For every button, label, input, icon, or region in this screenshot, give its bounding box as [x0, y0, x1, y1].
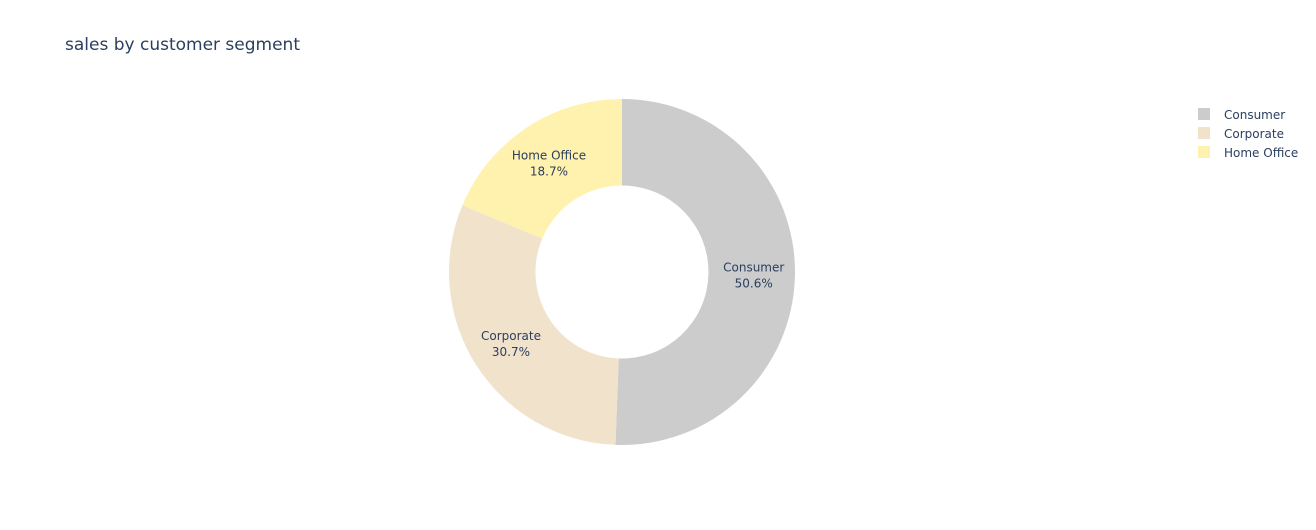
- chart-title: sales by customer segment: [65, 35, 300, 55]
- legend-item-corporate[interactable]: Corporate: [1198, 127, 1284, 141]
- slice-label-name: Corporate: [481, 329, 541, 343]
- donut-slice-labels: Consumer 50.6% Corporate 30.7% Home Office 18…: [481, 148, 784, 359]
- slice-label-corporate: Corporate 30.7%: [481, 329, 541, 359]
- legend-label: Consumer: [1224, 108, 1285, 122]
- legend-swatch: [1198, 127, 1210, 139]
- slice-label-name: Consumer: [723, 260, 784, 274]
- slice-label-percent: 50.6%: [735, 276, 773, 290]
- legend-swatch: [1198, 108, 1210, 120]
- donut-slice-home-office[interactable]: [462, 99, 622, 239]
- legend-label: Corporate: [1224, 127, 1284, 141]
- slice-label-home-office: Home Office 18.7%: [512, 148, 586, 178]
- donut-slice-corporate[interactable]: [449, 205, 619, 445]
- legend-swatch: [1198, 146, 1210, 158]
- legend-item-consumer[interactable]: Consumer: [1198, 108, 1285, 122]
- donut-slices: [449, 99, 796, 445]
- slice-label-percent: 30.7%: [492, 345, 530, 359]
- slice-label-consumer: Consumer 50.6%: [723, 260, 784, 290]
- slice-label-percent: 18.7%: [530, 164, 568, 178]
- legend-label: Home Office: [1224, 146, 1298, 160]
- donut-slice-consumer[interactable]: [615, 99, 796, 445]
- legend: Consumer Corporate Home Office: [1198, 108, 1298, 160]
- slice-label-name: Home Office: [512, 148, 586, 162]
- legend-item-home-office[interactable]: Home Office: [1198, 146, 1298, 160]
